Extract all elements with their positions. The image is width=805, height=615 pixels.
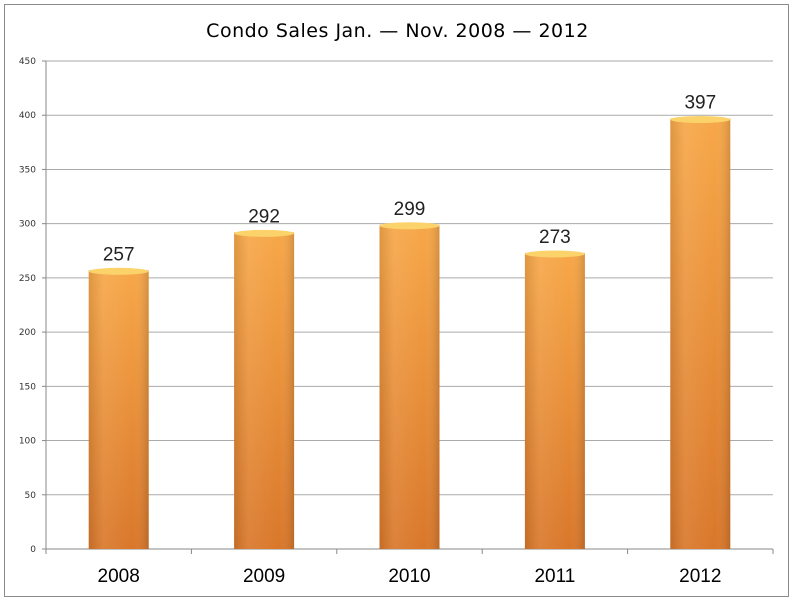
y-tick-label: 300 [19,220,36,230]
x-tick-label: 2012 [679,566,721,587]
y-tick-label: 250 [19,274,36,284]
bar-top [379,222,440,230]
bar-shading [379,224,440,550]
y-tick-label: 200 [19,328,36,338]
x-tick-label: 2011 [534,566,575,587]
bars [88,115,731,550]
bar-shading [88,270,149,549]
bar-shading [670,118,731,549]
x-tick-label: 2010 [388,566,430,587]
data-label: 257 [103,244,135,265]
bar-top [524,250,585,258]
x-tick-label: 2009 [243,566,285,587]
axes: 0 50 100 150 200 250 300 350 400 450 [19,57,774,555]
y-tick-label: 400 [19,111,36,121]
data-label: 397 [684,92,716,113]
labels: 257 2008 292 2009 299 2010 273 2011 397 2012 [98,92,722,587]
data-label: 299 [394,199,426,220]
bar-top [88,267,149,275]
y-tick-label: 450 [19,57,36,67]
x-tick-label: 2008 [98,566,140,587]
chart-title: Condo Sales Jan. — Nov. 2008 — 2012 [206,20,589,42]
bar-top [670,115,731,123]
bar-top [234,229,295,237]
y-tick-label: 350 [19,165,36,175]
y-tick-label: 100 [19,437,36,447]
data-label: 273 [539,227,571,248]
y-tick-label: 50 [25,491,37,501]
y-tick-label: 150 [19,382,36,392]
y-tick-label: 0 [30,545,36,555]
data-label: 292 [248,206,280,227]
bar-shading [234,232,295,549]
bar-shading [524,252,585,550]
